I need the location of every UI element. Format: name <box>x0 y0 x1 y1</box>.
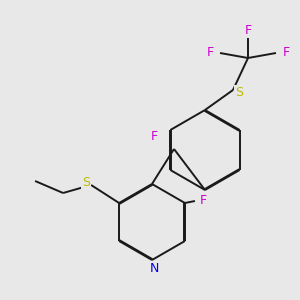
Text: F: F <box>282 46 290 59</box>
Text: F: F <box>244 23 252 37</box>
Text: S: S <box>82 176 90 188</box>
Text: F: F <box>206 46 214 59</box>
Text: S: S <box>235 85 243 98</box>
Text: F: F <box>199 194 206 208</box>
Text: F: F <box>150 130 158 143</box>
Text: N: N <box>149 262 159 275</box>
